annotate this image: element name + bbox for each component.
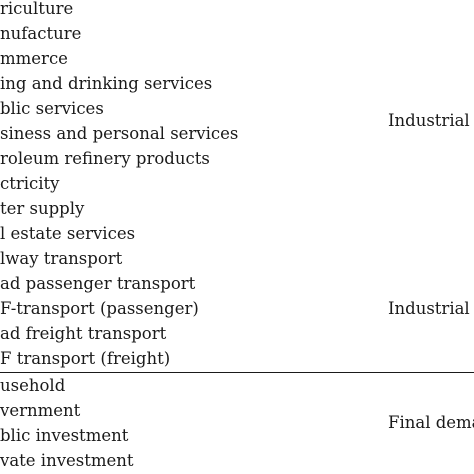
table-row: F transport (freight) — [0, 346, 170, 371]
table-row: usehold — [0, 373, 65, 398]
table-row: ad passenger transport — [0, 271, 195, 296]
table-divider-line — [0, 372, 474, 373]
sector-name: nufacture — [0, 24, 82, 43]
table-row: ad freight transport — [0, 321, 166, 346]
sector-name: ter supply — [0, 199, 85, 218]
table-row: siness and personal services — [0, 121, 238, 146]
sector-name: ad passenger transport — [0, 274, 196, 293]
table-row: ter supply — [0, 196, 84, 221]
table-row: mmerce — [0, 46, 68, 71]
sector-name: ing and drinking services — [0, 74, 213, 93]
table-row: riculture — [0, 0, 73, 21]
sector-name: roleum refinery products — [0, 149, 210, 168]
sector-name: vernment — [0, 401, 81, 420]
sector-name: blic services — [0, 99, 104, 118]
table-row: ing and drinking services — [0, 71, 212, 96]
table-row: F-transport (passenger) — [0, 296, 199, 321]
table-row: roleum refinery products — [0, 146, 210, 171]
sector-name: mmerce — [0, 49, 68, 68]
sector-name: blic investment — [0, 426, 129, 445]
sector-name: F-transport (passenger) — [0, 299, 199, 318]
sector-name: F transport (freight) — [0, 349, 171, 368]
table-row: blic services — [0, 96, 104, 121]
table-row: vernment — [0, 398, 80, 423]
sector-name: l estate services — [0, 224, 136, 243]
sector-name: vate investment — [0, 451, 134, 470]
sector-name: lway transport — [0, 249, 123, 268]
group-label: Final dema — [388, 413, 474, 432]
table-row: vate investment — [0, 448, 134, 473]
group-label: Industrial — [388, 111, 470, 130]
table-row: l estate services — [0, 221, 135, 246]
table-row: blic investment — [0, 423, 128, 448]
sector-name: riculture — [0, 0, 74, 18]
sector-name: usehold — [0, 376, 66, 395]
table-row: lway transport — [0, 246, 122, 271]
sector-name: ad freight transport — [0, 324, 167, 343]
table-row: nufacture — [0, 21, 81, 46]
sector-name: siness and personal services — [0, 124, 239, 143]
table-row: ctricity — [0, 171, 60, 196]
group-label: Industrial — [388, 299, 470, 318]
sector-name: ctricity — [0, 174, 60, 193]
